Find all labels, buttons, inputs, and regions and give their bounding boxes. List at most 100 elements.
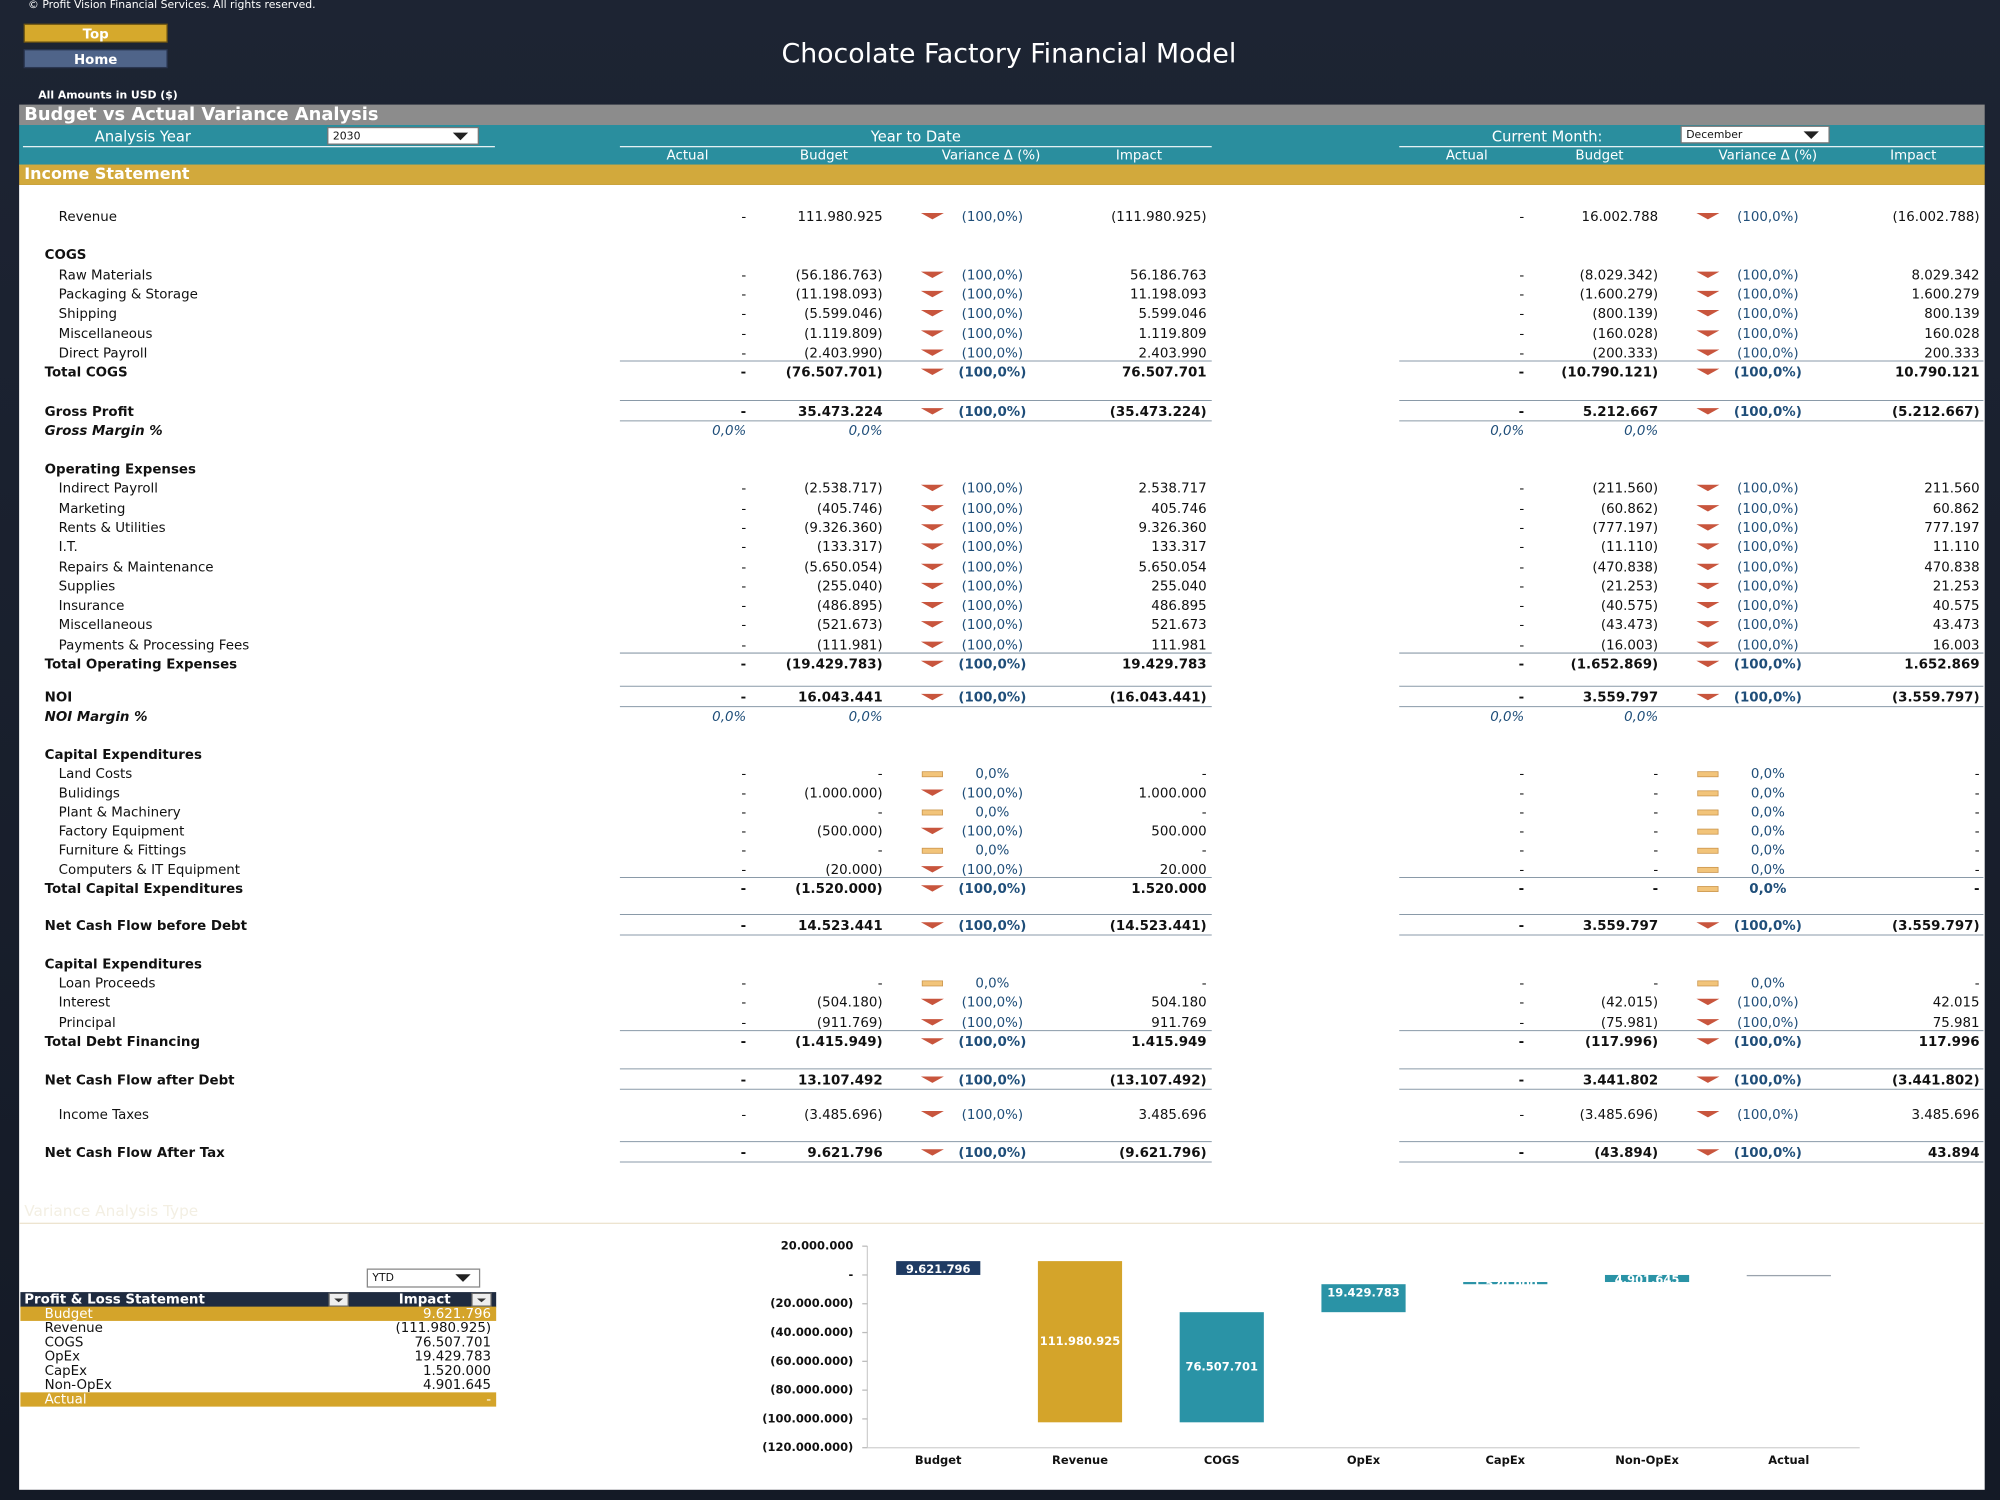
cell-value: - <box>1519 825 1524 840</box>
cell-value: 0,0% <box>849 710 883 725</box>
x-tick-label: Revenue <box>1052 1453 1108 1467</box>
variance-pct: (100,0%) <box>1737 269 1798 284</box>
cell-value: (13.107.492) <box>1110 1073 1207 1088</box>
cell-value: (911.769) <box>817 1016 883 1031</box>
dropdown-arrow[interactable] <box>455 1274 471 1282</box>
variance-pct: (100,0%) <box>1737 482 1798 497</box>
cell-value: (11.110) <box>1601 540 1658 555</box>
waterfall-bar <box>1746 1274 1831 1277</box>
month-dropdown[interactable]: December <box>1680 125 1830 144</box>
cell-value: 3.559.797 <box>1583 919 1658 934</box>
cell-value: - <box>1202 767 1207 782</box>
row-label: Gross Profit <box>45 405 135 420</box>
top-button[interactable]: Top <box>23 23 168 43</box>
variance-pct: (100,0%) <box>1737 561 1798 576</box>
variance-arrow-down <box>920 1110 944 1118</box>
row-label: Revenue <box>59 210 117 225</box>
variance-pct: (100,0%) <box>962 346 1023 361</box>
cell-value: - <box>1653 882 1659 897</box>
row-label: NOI Margin % <box>45 710 148 725</box>
column-header: Impact <box>1116 149 1162 164</box>
variance-pct: (100,0%) <box>962 825 1023 840</box>
variance-pct: (100,0%) <box>962 269 1023 284</box>
button-label[interactable]: Home <box>74 53 117 68</box>
cell-value: 2.403.990 <box>1139 346 1207 361</box>
cell-value: (14.523.441) <box>1110 919 1207 934</box>
variance-pct: (100,0%) <box>1737 638 1798 653</box>
dropdown-value[interactable]: YTD <box>371 1271 394 1284</box>
cell-value: 16.003 <box>1933 638 1980 653</box>
cell-value: - <box>1519 580 1524 595</box>
year-dropdown[interactable]: 2030 <box>327 126 479 145</box>
pl-label: COGS <box>45 1335 84 1350</box>
variance-pct: (100,0%) <box>1734 405 1802 420</box>
variance-arrow-down <box>1696 271 1720 279</box>
variance-arrow-down <box>920 563 944 571</box>
cell-value: - <box>741 658 747 673</box>
cell-value: (777.197) <box>1592 521 1658 536</box>
dropdown-value[interactable]: 2030 <box>333 129 361 142</box>
cell-value: (3.559.797) <box>1892 691 1980 706</box>
variance-pct: 0,0% <box>975 976 1009 991</box>
cell-value: 5.599.046 <box>1139 307 1207 322</box>
cell-value: - <box>878 805 883 820</box>
variance-pct: 0,0% <box>1751 844 1785 859</box>
cell-value: (3.559.797) <box>1892 919 1980 934</box>
section-title: Budget vs Actual Variance Analysis <box>24 104 378 125</box>
cell-value: 42.015 <box>1933 996 1980 1011</box>
cell-value: - <box>1975 805 1980 820</box>
column-header: Actual <box>667 149 709 164</box>
y-tick-label: (100.000.000) <box>762 1411 853 1425</box>
row-label: Rents & Utilities <box>59 521 166 536</box>
filter-dropdown[interactable]: YTD <box>366 1268 481 1288</box>
cell-value: 200.333 <box>1924 346 1979 361</box>
pl-value: 1.520.000 <box>423 1364 491 1379</box>
variance-arrow-down <box>920 524 944 531</box>
cell-value: 76.507.701 <box>1122 365 1207 380</box>
cell-value: (1.415.949) <box>795 1035 883 1050</box>
analysis-year-label: Analysis Year <box>95 129 192 146</box>
row-label: Net Cash Flow after Debt <box>45 1073 236 1088</box>
cell-value: - <box>741 327 746 342</box>
cell-value: (486.895) <box>817 599 883 614</box>
cell-value: (3.485.696) <box>1580 1108 1659 1123</box>
filter-arrow[interactable] <box>477 1298 486 1303</box>
cell-value: 500.000 <box>1151 825 1206 840</box>
cell-value: - <box>741 638 746 653</box>
variance-arrow-down <box>920 885 944 892</box>
row-label: COGS <box>45 248 87 263</box>
cell-value: - <box>741 580 746 595</box>
button-label[interactable]: Top <box>83 27 109 42</box>
cell-value: (111.980.925) <box>1111 210 1207 225</box>
cell-value: - <box>1519 882 1525 897</box>
variance-pct: (100,0%) <box>962 1016 1023 1031</box>
cell-value: - <box>741 405 747 420</box>
home-button[interactable]: Home <box>23 49 168 69</box>
cell-value: (3.441.802) <box>1892 1073 1980 1088</box>
cell-value: 160.028 <box>1924 327 1979 342</box>
variance-pct: (100,0%) <box>1737 540 1798 555</box>
column-header: Actual <box>1446 149 1488 164</box>
variance-arrow-down <box>920 368 944 375</box>
cell-value: - <box>741 863 746 878</box>
variance-flat <box>1697 790 1719 797</box>
variance-pct: (100,0%) <box>1734 365 1802 380</box>
pl-highlight <box>20 1392 497 1407</box>
variance-arrow-down <box>920 660 944 668</box>
dropdown-value[interactable]: December <box>1686 128 1743 141</box>
dropdown-box[interactable] <box>366 1268 481 1288</box>
cell-value: - <box>1975 863 1980 878</box>
filter-arrow[interactable] <box>334 1298 344 1303</box>
variance-pct: (100,0%) <box>1734 919 1802 934</box>
variance-pct: (100,0%) <box>1737 521 1798 536</box>
variance-arrow-down <box>1696 641 1720 648</box>
cell-value: 20.000 <box>1160 863 1207 878</box>
cell-value: 1.119.809 <box>1139 327 1207 342</box>
cell-value: 21.253 <box>1933 580 1980 595</box>
variance-pct: (100,0%) <box>1737 618 1798 633</box>
cell-value: 0,0% <box>712 710 746 725</box>
variance-arrow-down <box>920 309 944 317</box>
cell-value: 504.180 <box>1151 996 1206 1011</box>
column-header: Budget <box>1575 149 1623 164</box>
cell-value: - <box>1519 405 1525 420</box>
